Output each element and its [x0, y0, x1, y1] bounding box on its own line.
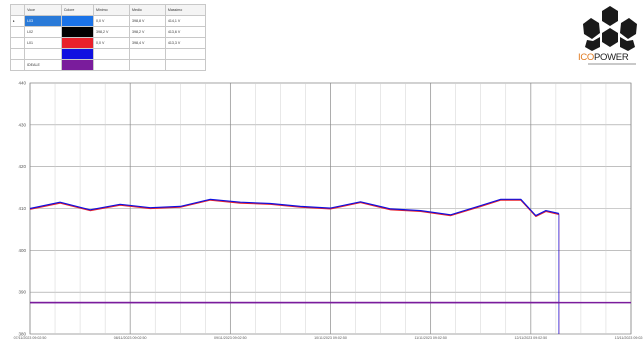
- legend-series-name: L02: [24, 26, 62, 38]
- legend-series-name: [24, 48, 62, 60]
- x-tick-label: 11/11/2023 09:02:50: [414, 336, 446, 340]
- legend-max-value: [164, 48, 207, 60]
- legend-row-marker: [9, 26, 26, 38]
- series-line: [29, 199, 560, 217]
- series-line: [29, 198, 560, 217]
- legend-row-marker: [9, 48, 26, 60]
- legend-row-marker: [9, 37, 26, 49]
- legend-max-value: [164, 59, 207, 71]
- chart-axes: 380 390 400 410 420 430 440 07/11/2023 09:02:50…: [14, 81, 643, 341]
- y-tick-label: 420: [18, 164, 26, 169]
- legend-series-name: IDEALE: [24, 59, 62, 71]
- legend-avg-value: 398,8 V: [128, 15, 166, 27]
- legend-row-marker: ▸: [9, 15, 26, 27]
- legend-series-name: L03: [24, 15, 62, 27]
- y-tick-label: 430: [18, 122, 26, 127]
- legend-max-value: 413,6 V: [164, 26, 207, 38]
- legend-row[interactable]: [9, 48, 207, 60]
- legend-color-swatch[interactable]: [60, 15, 95, 27]
- x-tick-label: 09/11/2023 09:02:50: [214, 336, 247, 340]
- y-tick-label: 440: [18, 81, 26, 86]
- legend-min-value: [93, 59, 130, 71]
- y-tick-label: 400: [18, 248, 26, 253]
- legend-min-value: 0,0 V: [93, 37, 130, 49]
- legend-header-colore: Colore: [60, 4, 95, 16]
- x-tick-label: 07/11/2023 09:02:50: [14, 336, 47, 340]
- legend-avg-value: 398,4 V: [128, 37, 166, 49]
- y-tick-label: 380: [18, 332, 26, 337]
- logo-tagline-bar: [588, 63, 636, 65]
- legend-avg-value: [128, 59, 166, 71]
- legend-min-value: [93, 48, 130, 60]
- legend-min-value: 398,2 V: [93, 26, 130, 38]
- logo-wordmark-main: POWER: [594, 52, 629, 63]
- series-legend-table: Voce Colore Minimo Medio Massimo ▸ L03 0,0…: [9, 4, 207, 71]
- logo-wordmark: ICOPOWER: [578, 52, 642, 63]
- legend-color-fill: [62, 60, 93, 70]
- x-tick-label: 10/11/2023 09:02:50: [314, 336, 347, 340]
- x-tick-label: 13/11/2023 09:02:50: [615, 336, 643, 340]
- legend-avg-value: [128, 48, 166, 60]
- legend-header-medio: Medio: [128, 4, 166, 16]
- icopower-logo-icon: [583, 6, 637, 51]
- legend-header-row: Voce Colore Minimo Medio Massimo: [9, 4, 207, 16]
- chart-series-layer: [29, 198, 631, 334]
- legend-color-fill: [62, 38, 93, 48]
- y-tick-label: 410: [18, 206, 26, 211]
- legend-row-marker: [9, 59, 26, 71]
- legend-marker-header: [9, 4, 26, 16]
- legend-color-fill: [62, 27, 93, 37]
- legend-color-fill: [62, 49, 93, 59]
- legend-series-name: L01: [24, 37, 62, 49]
- legend-row[interactable]: L01 0,0 V 398,4 V 413,3 V: [9, 37, 207, 49]
- legend-header-minimo: Minimo: [93, 4, 130, 16]
- legend-min-value: 0,0 V: [93, 15, 130, 27]
- legend-row[interactable]: ▸ L03 0,0 V 398,8 V 414,1 V: [9, 15, 207, 27]
- legend-color-swatch[interactable]: [60, 37, 95, 49]
- y-tick-label: 390: [18, 290, 26, 295]
- legend-color-swatch[interactable]: [60, 48, 95, 60]
- legend-max-value: 414,1 V: [164, 15, 207, 27]
- logo-wordmark-accent: ICO: [578, 52, 594, 63]
- legend-row[interactable]: IDEALE: [9, 59, 207, 71]
- legend-max-value: 413,3 V: [164, 37, 207, 49]
- legend-color-fill: [62, 16, 93, 26]
- x-tick-label: 08/11/2023 09:02:50: [114, 336, 147, 340]
- x-tick-label: 12/11/2023 09:02:50: [514, 336, 547, 340]
- legend-header-voce: Voce: [24, 4, 62, 16]
- legend-header-massimo: Massimo: [164, 4, 207, 16]
- legend-color-swatch[interactable]: [60, 59, 95, 71]
- legend-row[interactable]: L02 398,2 V 398,2 V 413,6 V: [9, 26, 207, 38]
- legend-avg-value: 398,2 V: [128, 26, 166, 38]
- legend-color-swatch[interactable]: [60, 26, 95, 38]
